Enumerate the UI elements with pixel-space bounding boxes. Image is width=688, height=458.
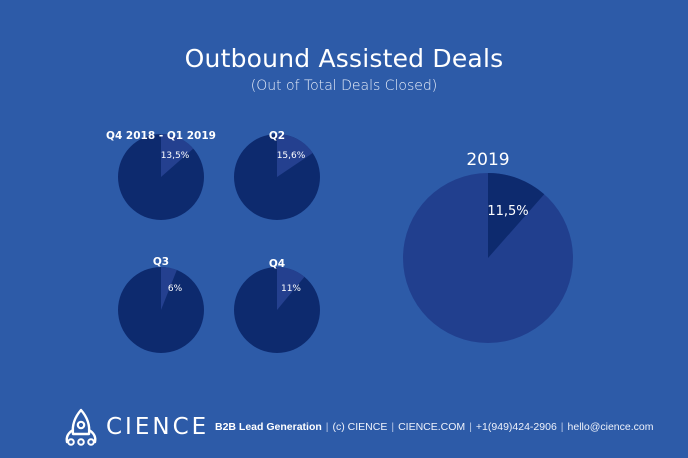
footer-info: B2B Lead Generation | (c) CIENCE | CIENCE.CO… xyxy=(215,421,653,433)
separator: | xyxy=(391,421,395,433)
brand-logo-text: CIENCE xyxy=(106,414,210,440)
footer-email-link[interactable]: hello@cience.com xyxy=(567,421,654,433)
pie-chart-2: 15,6% Q2 xyxy=(234,130,320,220)
separator: | xyxy=(560,421,564,433)
pie-chart-4: 11% Q4 xyxy=(234,258,320,353)
rocket-icon xyxy=(64,408,98,453)
pie-slice-outbound-assisted xyxy=(277,134,313,177)
data-label: 6% xyxy=(168,284,183,294)
pie-title: Q4 2018 - Q1 2019 xyxy=(106,130,216,142)
footer-tagline: B2B Lead Generation xyxy=(215,421,322,433)
pie-title: Q3 xyxy=(153,256,169,268)
data-label: 11,5% xyxy=(487,204,528,219)
data-label: 13,5% xyxy=(161,151,190,161)
separator: | xyxy=(469,421,472,433)
pie-slice-outbound-assisted xyxy=(277,267,305,310)
separator: | xyxy=(325,421,329,433)
footer-website-link[interactable]: CIENCE.COM xyxy=(398,421,466,433)
pie-chart-5: 11,5% 2019 xyxy=(403,150,573,343)
pie-title: 2019 xyxy=(466,150,509,170)
pie-title: Q4 xyxy=(269,258,285,270)
data-label: 11% xyxy=(281,284,301,294)
pie-slice-outbound-assisted xyxy=(488,173,545,258)
pie-title: Q2 xyxy=(269,130,285,142)
footer-phone[interactable]: +1(949)424-2906 xyxy=(475,421,557,433)
pie-slice-outbound-assisted xyxy=(161,134,194,177)
pie-slice-outbound-assisted xyxy=(161,267,177,310)
chart-subtitle: (Out of Total Deals Closed) xyxy=(250,78,438,94)
data-label: 15,6% xyxy=(277,151,306,161)
pie-chart-1: 13,5% Q4 2018 - Q1 2019 xyxy=(106,130,216,220)
pie-chart-3: 6% Q3 xyxy=(118,256,204,353)
chart-title: Outbound Assisted Deals xyxy=(184,44,504,73)
footer-copyright: (c) CIENCE xyxy=(332,421,388,433)
